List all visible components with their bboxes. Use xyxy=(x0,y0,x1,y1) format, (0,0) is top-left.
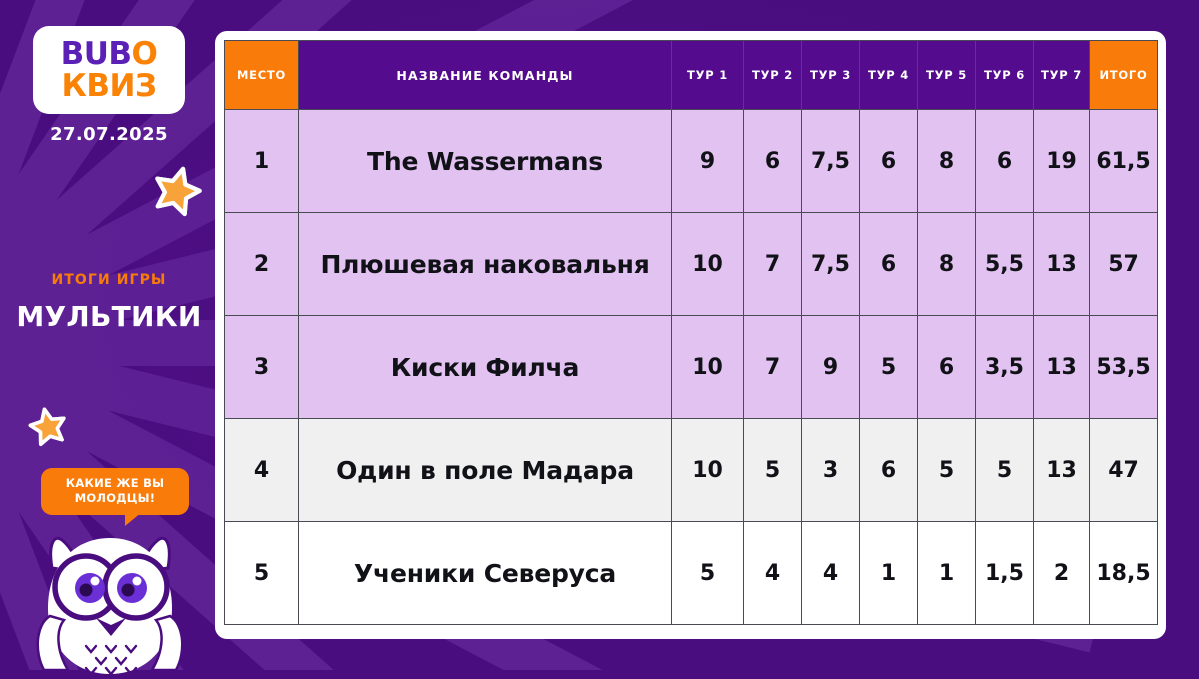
left-panel: BUBO КВИЗ 27.07.2025 ИТОГИ ИГРЫ МУЛЬТИКИ… xyxy=(0,0,218,676)
logo-line-kviz: КВИЗ xyxy=(61,67,157,104)
table-row: 4 Один в поле Мадара 10 5 3 6 5 5 13 47 xyxy=(224,418,1158,522)
cell-round-6-score: 3,5 xyxy=(975,315,1034,419)
cell-team-name: Один в поле Мадара xyxy=(298,418,672,522)
results-label: ИТОГИ ИГРЫ xyxy=(51,272,167,288)
cell-round-2-score: 6 xyxy=(743,109,802,213)
cell-round-7-score: 2 xyxy=(1033,521,1090,625)
event-date: 27.07.2025 xyxy=(50,124,168,145)
cell-round-4-score: 5 xyxy=(859,315,918,419)
cell-round-3-score: 7,5 xyxy=(801,109,860,213)
header-round-5: ТУР 5 xyxy=(917,40,976,110)
table-header-row: МЕСТО НАЗВАНИЕ КОМАНДЫ ТУР 1 ТУР 2 ТУР 3… xyxy=(224,40,1158,110)
cell-round-4-score: 6 xyxy=(859,109,918,213)
owl-mascot-icon xyxy=(28,524,192,676)
cell-round-5-score: 5 xyxy=(917,418,976,522)
cell-round-7-score: 13 xyxy=(1033,212,1090,316)
header-round-1: ТУР 1 xyxy=(671,40,744,110)
logo-text-bub: BUB xyxy=(60,35,132,72)
cell-team-name: Киски Филча xyxy=(298,315,672,419)
cell-total-score: 57 xyxy=(1089,212,1158,316)
cell-rank: 1 xyxy=(224,109,299,213)
logo-text-o: O xyxy=(131,35,158,72)
cell-round-5-score: 8 xyxy=(917,212,976,316)
cell-rank: 4 xyxy=(224,418,299,522)
cell-round-3-score: 7,5 xyxy=(801,212,860,316)
cell-round-3-score: 4 xyxy=(801,521,860,625)
cell-round-2-score: 7 xyxy=(743,212,802,316)
cell-total-score: 61,5 xyxy=(1089,109,1158,213)
cell-round-1-score: 10 xyxy=(671,212,744,316)
cell-round-5-score: 8 xyxy=(917,109,976,213)
cell-team-name: Плюшевая наковальня xyxy=(298,212,672,316)
cell-round-4-score: 6 xyxy=(859,212,918,316)
cell-round-6-score: 5,5 xyxy=(975,212,1034,316)
cell-round-7-score: 13 xyxy=(1033,418,1090,522)
table-row: 5 Ученики Северуса 5 4 4 1 1 1,5 2 18,5 xyxy=(224,521,1158,625)
cell-round-6-score: 1,5 xyxy=(975,521,1034,625)
star-icon xyxy=(150,163,204,217)
table-body: 1 The Wassermans 9 6 7,5 6 8 6 19 61,5 2 Плюшевая н… xyxy=(224,109,1158,625)
cell-round-7-score: 19 xyxy=(1033,109,1090,213)
logo-line-bubo: BUBO xyxy=(60,35,158,72)
header-round-6: ТУР 6 xyxy=(975,40,1034,110)
bubble-line-1: КАКИЕ ЖЕ ВЫ xyxy=(65,476,165,490)
cell-round-1-score: 10 xyxy=(671,315,744,419)
results-table-frame: МЕСТО НАЗВАНИЕ КОМАНДЫ ТУР 1 ТУР 2 ТУР 3… xyxy=(215,31,1166,639)
cell-round-6-score: 5 xyxy=(975,418,1034,522)
praise-speech-bubble: КАКИЕ ЖЕ ВЫ МОЛОДЦЫ! xyxy=(41,468,189,527)
cell-round-2-score: 7 xyxy=(743,315,802,419)
header-total: ИТОГО xyxy=(1089,40,1158,110)
table-row: 3 Киски Филча 10 7 9 5 6 3,5 13 53,5 xyxy=(224,315,1158,419)
cell-total-score: 47 xyxy=(1089,418,1158,522)
header-place: МЕСТО xyxy=(224,40,299,110)
cell-round-5-score: 6 xyxy=(917,315,976,419)
header-round-2: ТУР 2 xyxy=(743,40,802,110)
cell-round-2-score: 4 xyxy=(743,521,802,625)
cell-round-1-score: 10 xyxy=(671,418,744,522)
cell-round-4-score: 6 xyxy=(859,418,918,522)
star-icon xyxy=(27,405,69,447)
header-round-4: ТУР 4 xyxy=(859,40,918,110)
header-round-7: ТУР 7 xyxy=(1033,40,1090,110)
results-table: МЕСТО НАЗВАНИЕ КОМАНДЫ ТУР 1 ТУР 2 ТУР 3… xyxy=(224,40,1158,625)
cell-rank: 2 xyxy=(224,212,299,316)
cell-total-score: 53,5 xyxy=(1089,315,1158,419)
cell-team-name: Ученики Северуса xyxy=(298,521,672,625)
cell-total-score: 18,5 xyxy=(1089,521,1158,625)
cell-round-7-score: 13 xyxy=(1033,315,1090,419)
header-round-3: ТУР 3 xyxy=(801,40,860,110)
cell-rank: 5 xyxy=(224,521,299,625)
bubo-kviz-logo: BUBO КВИЗ xyxy=(33,26,185,114)
cell-round-2-score: 5 xyxy=(743,418,802,522)
cell-round-3-score: 3 xyxy=(801,418,860,522)
bubble-line-2: МОЛОДЦЫ! xyxy=(74,491,156,506)
cell-round-4-score: 1 xyxy=(859,521,918,625)
table-row: 1 The Wassermans 9 6 7,5 6 8 6 19 61,5 xyxy=(224,109,1158,213)
cell-round-3-score: 9 xyxy=(801,315,860,419)
cell-round-6-score: 6 xyxy=(975,109,1034,213)
cell-team-name: The Wassermans xyxy=(298,109,672,213)
cell-round-1-score: 5 xyxy=(671,521,744,625)
cell-round-5-score: 1 xyxy=(917,521,976,625)
header-team: НАЗВАНИЕ КОМАНДЫ xyxy=(298,40,672,110)
game-title: МУЛЬТИКИ xyxy=(16,300,202,333)
cell-round-1-score: 9 xyxy=(671,109,744,213)
table-row: 2 Плюшевая наковальня 10 7 7,5 6 8 5,5 13 57 xyxy=(224,212,1158,316)
cell-rank: 3 xyxy=(224,315,299,419)
